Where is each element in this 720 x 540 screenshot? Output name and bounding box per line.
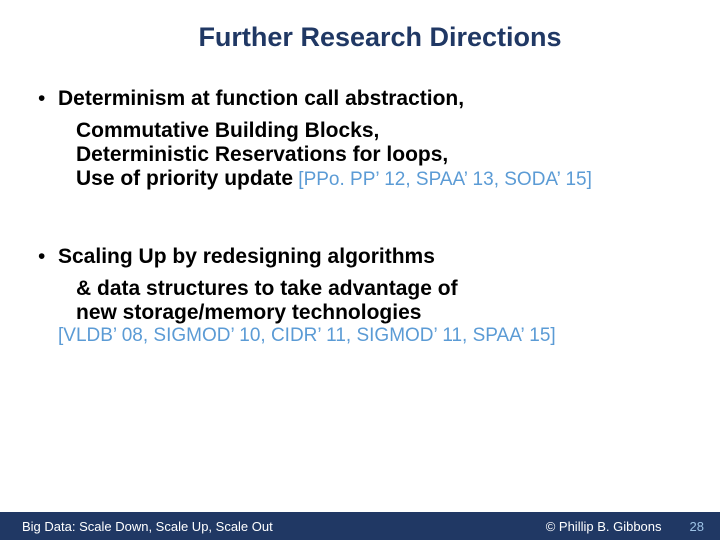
bullet-2-ref: [VLDB’ 08, SIGMOD’ 10, CIDR’ 11, SIGMOD’… xyxy=(38,325,682,347)
bullet-1-ref: [PPo. PP’ 12, SPAA’ 13, SODA’ 15] xyxy=(293,169,592,190)
bullet-dot-icon: • xyxy=(38,245,45,269)
bullet-1-line-3: Deterministic Reservations for loops, xyxy=(38,143,682,167)
bullet-1-line1-rest: at function call abstraction, xyxy=(185,87,464,110)
bullet-1-line-4-text: Use of priority update xyxy=(76,167,293,190)
footer-left-text: Big Data: Scale Down, Scale Up, Scale Ou… xyxy=(22,519,546,534)
bullet-2-keyword: Scaling Up xyxy=(58,245,167,268)
bullet-1-line-2: Commutative Building Blocks, xyxy=(38,119,682,143)
bullet-dot-icon: • xyxy=(38,87,45,111)
bullet-2-line-3: new storage/memory technologies xyxy=(38,301,682,325)
bullet-2-line1-rest: by redesigning algorithms xyxy=(167,245,435,268)
footer-page-number: 28 xyxy=(690,519,704,534)
bullet-1-line-1: Determinism at function call abstraction… xyxy=(58,87,464,110)
bullet-1-line-4: Use of priority update [PPo. PP’ 12, SPA… xyxy=(38,167,682,191)
footer-bar: Big Data: Scale Down, Scale Up, Scale Ou… xyxy=(0,512,720,540)
bullet-2-line-2: & data structures to take advantage of xyxy=(38,277,682,301)
bullet-1-keyword: Determinism xyxy=(58,87,185,110)
spacer xyxy=(38,191,682,245)
slide: Further Research Directions • Determinis… xyxy=(0,0,720,540)
bullet-1: • Determinism at function call abstracti… xyxy=(38,87,682,111)
bullet-2-line-1: Scaling Up by redesigning algorithms xyxy=(58,245,435,268)
slide-title: Further Research Directions xyxy=(38,22,682,53)
bullet-2: • Scaling Up by redesigning algorithms xyxy=(38,245,682,269)
footer-right-text: © Phillip B. Gibbons xyxy=(546,519,662,534)
